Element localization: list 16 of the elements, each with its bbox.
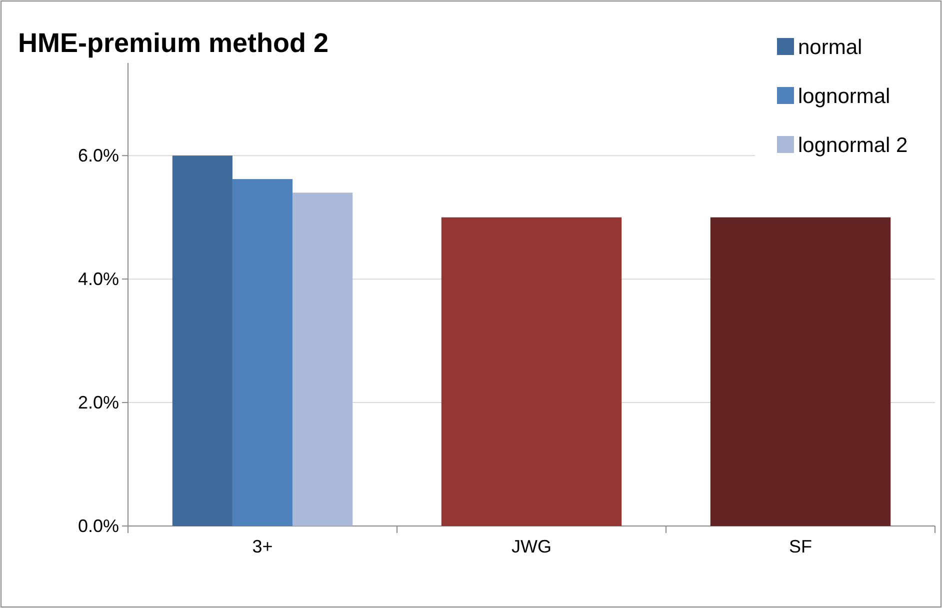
bar: [172, 156, 232, 526]
y-tick-label: 2.0%: [78, 392, 119, 412]
bar: [441, 217, 622, 526]
bar: [710, 217, 891, 526]
bar: [292, 192, 353, 526]
y-tick-label: 6.0%: [78, 145, 119, 166]
legend-label: normal: [798, 36, 862, 59]
bar: [232, 179, 293, 526]
y-tick-label: 0.0%: [78, 516, 119, 536]
legend-label: lognormal: [798, 85, 890, 108]
x-tick-label: SF: [788, 536, 812, 556]
x-tick-label: 3+: [252, 536, 273, 556]
chart-title: HME-premium method 2: [18, 28, 329, 58]
legend-label: lognormal 2: [798, 134, 908, 157]
x-tick-label: JWG: [512, 536, 552, 556]
y-tick-label: 4.0%: [78, 268, 119, 289]
